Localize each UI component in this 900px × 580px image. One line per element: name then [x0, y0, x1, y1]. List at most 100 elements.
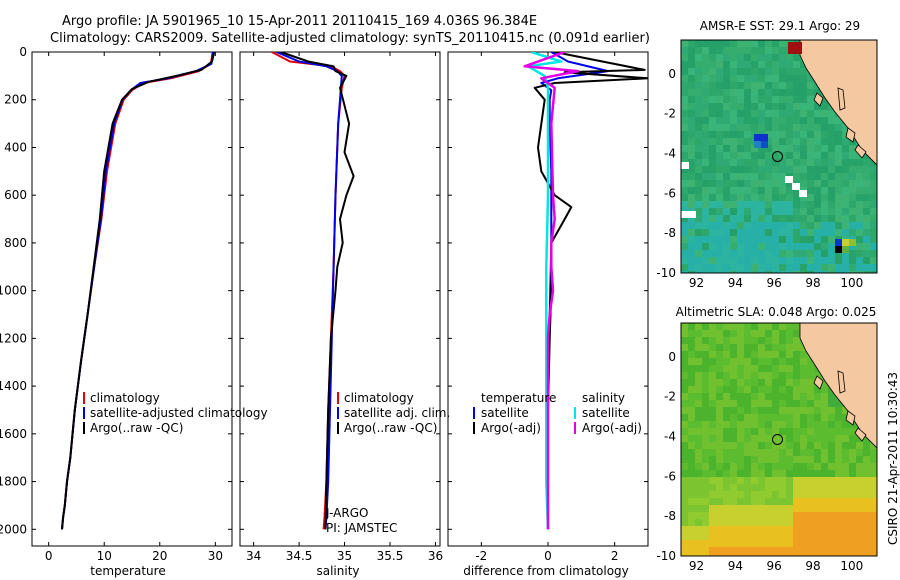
- sst-cell: [863, 271, 871, 273]
- sla-cell: [814, 540, 822, 548]
- sst-cell: [737, 173, 745, 181]
- temperature-xlabel: temperature: [90, 564, 165, 578]
- sst-cell: [772, 180, 780, 188]
- island-shape: [837, 87, 846, 111]
- sla-cell: [807, 421, 815, 429]
- sst-cell: [723, 96, 731, 104]
- sst-cell: [814, 145, 822, 153]
- sla-cell: [828, 456, 836, 464]
- sst-cell: [870, 236, 877, 244]
- sst-cell: [849, 166, 857, 174]
- sla-cell: [730, 351, 738, 359]
- sla-cell: [730, 400, 738, 408]
- sla-cell: [779, 512, 787, 520]
- sla-cell: [723, 393, 731, 401]
- sst-cell: [751, 250, 759, 258]
- sst-cell: [814, 194, 822, 202]
- sla-cell: [695, 372, 703, 380]
- sst-cell: [835, 138, 843, 146]
- island-shape: [813, 375, 824, 390]
- sla-cell: [821, 512, 829, 520]
- sst-cell: [716, 96, 724, 104]
- sst-cell: [695, 187, 703, 195]
- sst-cell: [786, 229, 794, 237]
- sla-cell: [723, 400, 731, 408]
- sla-cell: [856, 519, 864, 527]
- sla-cell: [723, 519, 731, 527]
- sla-cell: [835, 456, 843, 464]
- sla-cell: [814, 428, 822, 436]
- sst-cell: [863, 236, 871, 244]
- sst-cell: [723, 47, 731, 55]
- sla-cell: [716, 435, 724, 443]
- sla-cell: [835, 533, 843, 541]
- sst-cell: [807, 229, 815, 237]
- sla-cell: [856, 456, 864, 464]
- sst-cell: [779, 173, 787, 181]
- sla-cell: [849, 519, 857, 527]
- sst-cell: [842, 173, 850, 181]
- sla-cell: [702, 365, 710, 373]
- sst-cell: [681, 124, 689, 132]
- sst-cell: [758, 110, 766, 118]
- sst-cell: [772, 117, 780, 125]
- sla-cell: [688, 463, 696, 471]
- sla-cell: [821, 519, 829, 527]
- sla-cell: [828, 519, 836, 527]
- sla-cell: [688, 526, 696, 534]
- sst-cell: [723, 201, 731, 209]
- sla-cell: [681, 498, 689, 506]
- sst-cell: [793, 201, 801, 209]
- sla-cell: [681, 526, 689, 534]
- sla-cell: [772, 421, 780, 429]
- y-tick-label: 600: [4, 188, 27, 202]
- sla-cell: [807, 435, 815, 443]
- sst-cell: [744, 215, 752, 223]
- sst-cell: [744, 166, 752, 174]
- sla-cell: [681, 477, 689, 485]
- sla-cell: [800, 484, 808, 492]
- sla-cell: [849, 540, 857, 548]
- sst-cell: [695, 75, 703, 83]
- sla-cell: [737, 428, 745, 436]
- sla-cell: [688, 421, 696, 429]
- sla-cell: [772, 428, 780, 436]
- sst-cell: [828, 180, 836, 188]
- sla-cell: [779, 477, 787, 485]
- sla-cell: [814, 498, 822, 506]
- sst-cell: [737, 82, 745, 90]
- sla-cell: [800, 407, 808, 415]
- sla-cell: [779, 463, 787, 471]
- sst-cell: [779, 236, 787, 244]
- sst-cell: [765, 173, 773, 181]
- sla-cell: [870, 526, 877, 534]
- sla-cell: [744, 414, 752, 422]
- sst-cell: [870, 166, 877, 174]
- y-tick-label: 2000: [0, 522, 27, 536]
- sst-cell: [688, 40, 696, 48]
- sst-cell: [779, 117, 787, 125]
- sst-cell: [681, 187, 689, 195]
- sst-cell: [744, 264, 752, 272]
- sst-cell: [828, 215, 836, 223]
- sst-cell: [758, 173, 766, 181]
- sla-cell: [793, 358, 801, 366]
- sla-cell: [681, 372, 689, 380]
- sst-cell: [870, 250, 877, 258]
- sla-cell: [821, 379, 829, 387]
- sla-cell: [688, 323, 696, 331]
- sla-map-frame: [680, 322, 878, 557]
- sst-cell: [702, 75, 710, 83]
- sst-cell: [807, 257, 815, 265]
- sla-cell: [779, 372, 787, 380]
- sst-cell: [772, 264, 780, 272]
- sst-cell: [849, 264, 857, 272]
- sst-cell: [772, 215, 780, 223]
- sla-cell: [709, 337, 717, 345]
- sst-cell: [688, 271, 696, 273]
- sla-cell: [751, 337, 759, 345]
- sla-cell: [716, 400, 724, 408]
- sst-cell: [758, 236, 766, 244]
- sla-cell: [786, 365, 794, 373]
- sla-cell: [730, 428, 738, 436]
